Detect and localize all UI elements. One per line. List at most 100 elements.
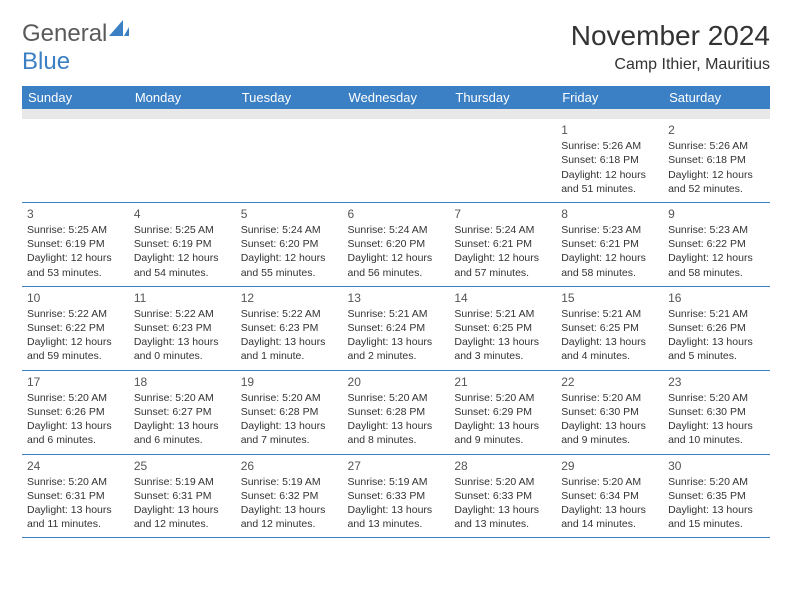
day-number: 16	[668, 290, 765, 306]
day-number: 17	[27, 374, 124, 390]
day-number: 7	[454, 206, 551, 222]
day-header-wed: Wednesday	[343, 86, 450, 109]
daylight-text: Daylight: 12 hours	[134, 251, 231, 265]
sunrise-text: Sunrise: 5:21 AM	[668, 307, 765, 321]
sunset-text: Sunset: 6:25 PM	[561, 321, 658, 335]
daylight-text: and 3 minutes.	[454, 349, 551, 363]
calendar-cell	[449, 119, 556, 202]
daylight-text: Daylight: 12 hours	[561, 251, 658, 265]
calendar-cell: 8Sunrise: 5:23 AMSunset: 6:21 PMDaylight…	[556, 202, 663, 286]
calendar-cell: 9Sunrise: 5:23 AMSunset: 6:22 PMDaylight…	[663, 202, 770, 286]
daylight-text: Daylight: 13 hours	[241, 419, 338, 433]
daylight-text: Daylight: 13 hours	[348, 503, 445, 517]
daylight-text: and 0 minutes.	[134, 349, 231, 363]
calendar-cell	[343, 119, 450, 202]
day-number: 5	[241, 206, 338, 222]
logo-word-1: General	[22, 20, 107, 47]
sunrise-text: Sunrise: 5:25 AM	[27, 223, 124, 237]
calendar-row: 17Sunrise: 5:20 AMSunset: 6:26 PMDayligh…	[22, 370, 770, 454]
sunrise-text: Sunrise: 5:20 AM	[27, 475, 124, 489]
sunrise-text: Sunrise: 5:24 AM	[348, 223, 445, 237]
title-block: November 2024 Camp Ithier, Mauritius	[571, 20, 770, 74]
day-number: 26	[241, 458, 338, 474]
sunrise-text: Sunrise: 5:23 AM	[561, 223, 658, 237]
calendar-cell: 4Sunrise: 5:25 AMSunset: 6:19 PMDaylight…	[129, 202, 236, 286]
calendar-cell: 2Sunrise: 5:26 AMSunset: 6:18 PMDaylight…	[663, 119, 770, 202]
daylight-text: Daylight: 12 hours	[454, 251, 551, 265]
daylight-text: and 51 minutes.	[561, 182, 658, 196]
daylight-text: Daylight: 13 hours	[561, 419, 658, 433]
calendar-cell: 7Sunrise: 5:24 AMSunset: 6:21 PMDaylight…	[449, 202, 556, 286]
daylight-text: Daylight: 13 hours	[561, 335, 658, 349]
daylight-text: and 13 minutes.	[348, 517, 445, 531]
sunrise-text: Sunrise: 5:19 AM	[348, 475, 445, 489]
daylight-text: and 5 minutes.	[668, 349, 765, 363]
daylight-text: and 6 minutes.	[27, 433, 124, 447]
calendar-cell: 24Sunrise: 5:20 AMSunset: 6:31 PMDayligh…	[22, 454, 129, 538]
sunset-text: Sunset: 6:23 PM	[134, 321, 231, 335]
sunrise-text: Sunrise: 5:24 AM	[241, 223, 338, 237]
daylight-text: Daylight: 13 hours	[668, 419, 765, 433]
location-subtitle: Camp Ithier, Mauritius	[571, 56, 770, 74]
day-number: 25	[134, 458, 231, 474]
sunrise-text: Sunrise: 5:21 AM	[454, 307, 551, 321]
sunrise-text: Sunrise: 5:20 AM	[134, 391, 231, 405]
sunrise-text: Sunrise: 5:26 AM	[561, 139, 658, 153]
day-header-mon: Monday	[129, 86, 236, 109]
daylight-text: and 58 minutes.	[668, 266, 765, 280]
day-header-fri: Friday	[556, 86, 663, 109]
calendar-cell: 14Sunrise: 5:21 AMSunset: 6:25 PMDayligh…	[449, 286, 556, 370]
daylight-text: Daylight: 13 hours	[241, 335, 338, 349]
daylight-text: and 9 minutes.	[561, 433, 658, 447]
calendar-cell: 27Sunrise: 5:19 AMSunset: 6:33 PMDayligh…	[343, 454, 450, 538]
calendar-row: 3Sunrise: 5:25 AMSunset: 6:19 PMDaylight…	[22, 202, 770, 286]
sunset-text: Sunset: 6:23 PM	[241, 321, 338, 335]
daylight-text: and 7 minutes.	[241, 433, 338, 447]
calendar-table: Sunday Monday Tuesday Wednesday Thursday…	[22, 86, 770, 538]
calendar-cell: 25Sunrise: 5:19 AMSunset: 6:31 PMDayligh…	[129, 454, 236, 538]
daylight-text: and 59 minutes.	[27, 349, 124, 363]
calendar-cell: 28Sunrise: 5:20 AMSunset: 6:33 PMDayligh…	[449, 454, 556, 538]
sunrise-text: Sunrise: 5:21 AM	[348, 307, 445, 321]
calendar-cell: 6Sunrise: 5:24 AMSunset: 6:20 PMDaylight…	[343, 202, 450, 286]
logo-text: General Blue	[22, 20, 129, 76]
daylight-text: Daylight: 13 hours	[134, 335, 231, 349]
calendar-cell: 21Sunrise: 5:20 AMSunset: 6:29 PMDayligh…	[449, 370, 556, 454]
daylight-text: Daylight: 13 hours	[668, 503, 765, 517]
day-number: 19	[241, 374, 338, 390]
sunset-text: Sunset: 6:25 PM	[454, 321, 551, 335]
calendar-body: 1Sunrise: 5:26 AMSunset: 6:18 PMDaylight…	[22, 119, 770, 538]
daylight-text: and 54 minutes.	[134, 266, 231, 280]
daylight-text: and 10 minutes.	[668, 433, 765, 447]
sunset-text: Sunset: 6:30 PM	[561, 405, 658, 419]
calendar-cell: 11Sunrise: 5:22 AMSunset: 6:23 PMDayligh…	[129, 286, 236, 370]
page: General Blue November 2024 Camp Ithier, …	[0, 0, 792, 558]
sunrise-text: Sunrise: 5:19 AM	[134, 475, 231, 489]
daylight-text: and 13 minutes.	[454, 517, 551, 531]
calendar-cell: 29Sunrise: 5:20 AMSunset: 6:34 PMDayligh…	[556, 454, 663, 538]
sunset-text: Sunset: 6:20 PM	[348, 237, 445, 251]
day-number: 15	[561, 290, 658, 306]
day-header-sat: Saturday	[663, 86, 770, 109]
day-number: 4	[134, 206, 231, 222]
sunset-text: Sunset: 6:22 PM	[27, 321, 124, 335]
sunset-text: Sunset: 6:32 PM	[241, 489, 338, 503]
calendar-row: 1Sunrise: 5:26 AMSunset: 6:18 PMDaylight…	[22, 119, 770, 202]
sunrise-text: Sunrise: 5:20 AM	[27, 391, 124, 405]
calendar-cell: 17Sunrise: 5:20 AMSunset: 6:26 PMDayligh…	[22, 370, 129, 454]
day-number: 14	[454, 290, 551, 306]
day-number: 2	[668, 122, 765, 138]
calendar-cell	[22, 119, 129, 202]
daylight-text: Daylight: 12 hours	[27, 251, 124, 265]
day-number: 3	[27, 206, 124, 222]
daylight-text: Daylight: 13 hours	[668, 335, 765, 349]
header: General Blue November 2024 Camp Ithier, …	[22, 20, 770, 76]
daylight-text: Daylight: 13 hours	[134, 419, 231, 433]
sunset-text: Sunset: 6:24 PM	[348, 321, 445, 335]
day-number: 24	[27, 458, 124, 474]
sunrise-text: Sunrise: 5:21 AM	[561, 307, 658, 321]
calendar-cell: 16Sunrise: 5:21 AMSunset: 6:26 PMDayligh…	[663, 286, 770, 370]
sunrise-text: Sunrise: 5:20 AM	[348, 391, 445, 405]
logo-word-2: Blue	[22, 48, 70, 75]
sunset-text: Sunset: 6:30 PM	[668, 405, 765, 419]
